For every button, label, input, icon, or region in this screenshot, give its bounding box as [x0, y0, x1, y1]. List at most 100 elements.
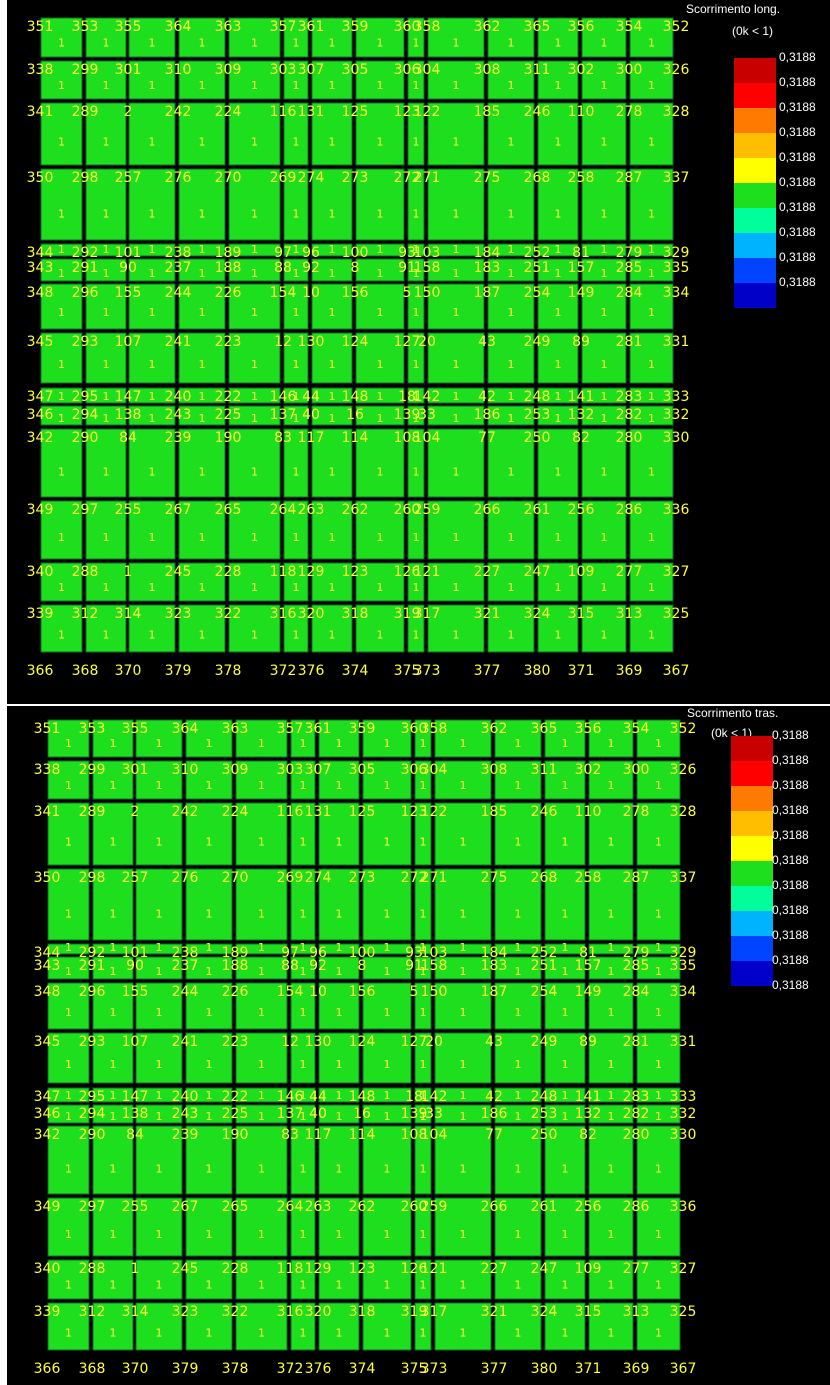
mesh-element [290, 1302, 316, 1351]
legend-swatch [734, 133, 776, 158]
node-label: 349 [27, 502, 54, 518]
node-label: 272 [394, 170, 421, 186]
node-label: 261 [531, 1199, 558, 1215]
mesh-element [407, 243, 425, 257]
mesh-element [178, 500, 226, 560]
mesh-element [47, 956, 90, 980]
element-value-label: 1 [156, 1228, 163, 1241]
mesh-element [290, 1197, 316, 1257]
mesh-element [588, 719, 634, 758]
node-label: 240 [165, 389, 192, 405]
element-value-label: 1 [420, 779, 427, 792]
element-value-label: 1 [336, 737, 343, 750]
element-value-label: 1 [384, 1058, 391, 1071]
node-label: 378 [215, 663, 242, 679]
node-label: 1 [131, 1261, 140, 1277]
mesh-element [128, 387, 176, 404]
node-label: 375 [401, 1361, 428, 1377]
mesh-element [494, 1125, 542, 1195]
mesh-element [228, 60, 281, 100]
mesh-element [544, 1125, 586, 1195]
node-label: 245 [165, 564, 192, 580]
element-value-label: 1 [206, 941, 213, 954]
mesh-element [235, 1087, 288, 1103]
node-label: 331 [663, 334, 690, 350]
node-label: 318 [342, 606, 369, 622]
node-label: 125 [342, 104, 369, 120]
mesh-element [135, 982, 183, 1030]
mesh-element [407, 332, 425, 384]
mesh-element [588, 1259, 634, 1300]
legend-swatch [731, 736, 773, 761]
element-value-label: 1 [453, 531, 460, 544]
node-label: 225 [222, 1106, 249, 1122]
node-label: 291 [79, 958, 106, 974]
element-value-label: 1 [453, 628, 460, 641]
element-value-label: 1 [65, 1006, 72, 1019]
mesh-element [629, 168, 674, 241]
element-value-label: 1 [300, 1089, 307, 1102]
mesh-element [629, 604, 674, 653]
node-label: 275 [474, 170, 501, 186]
element-value-label: 1 [251, 581, 258, 594]
mesh-element [434, 802, 492, 866]
element-value-label: 1 [103, 36, 110, 49]
element-value-label: 1 [413, 79, 420, 92]
mesh-element [283, 168, 309, 241]
mesh-element [311, 258, 353, 282]
element-value-label: 1 [58, 136, 65, 149]
element-value-label: 1 [508, 306, 515, 319]
element-value-label: 1 [258, 1326, 265, 1339]
node-label: 184 [474, 245, 501, 261]
mesh-element [362, 1259, 412, 1300]
node-label: 298 [79, 870, 106, 886]
element-value-label: 1 [555, 79, 562, 92]
mesh-element [92, 719, 134, 758]
element-value-label: 1 [420, 1326, 427, 1339]
element-value-label: 1 [460, 1089, 467, 1102]
element-value-label: 1 [648, 79, 655, 92]
node-label: 308 [474, 62, 501, 78]
mesh-element [178, 243, 226, 257]
mesh-element [581, 258, 627, 282]
element-value-label: 1 [156, 1326, 163, 1339]
node-label: 313 [623, 1304, 650, 1320]
mesh-element [427, 387, 485, 404]
node-label: 158 [414, 260, 441, 276]
node-label: 97 [274, 245, 292, 261]
node-label: 282 [616, 407, 643, 423]
mesh-element [427, 102, 485, 166]
element-value-label: 1 [156, 1110, 163, 1123]
mesh-element [355, 332, 405, 384]
node-label: 295 [79, 1089, 106, 1105]
mesh-element [355, 102, 405, 166]
node-label: 314 [122, 1304, 149, 1320]
mesh-element [47, 982, 90, 1030]
mesh-element [178, 332, 226, 384]
node-label: 126 [394, 564, 421, 580]
mesh-element [185, 760, 233, 800]
element-value-label: 1 [562, 779, 569, 792]
element-value-label: 1 [562, 1278, 569, 1291]
node-label: 279 [623, 945, 650, 961]
node-label: 266 [481, 1199, 508, 1215]
mesh-element [47, 1087, 90, 1103]
mesh-element [178, 283, 226, 330]
element-value-label: 1 [555, 267, 562, 280]
node-label: 123 [342, 564, 369, 580]
mesh-element [544, 956, 586, 980]
mesh-element [40, 243, 83, 257]
node-label: 276 [172, 870, 199, 886]
node-label: 307 [298, 62, 325, 78]
mesh-element [434, 956, 492, 980]
node-label: 259 [421, 1199, 448, 1215]
element-value-label: 1 [65, 1278, 72, 1291]
element-value-label: 1 [258, 1110, 265, 1123]
element-value-label: 1 [601, 36, 608, 49]
node-label: 358 [414, 19, 441, 35]
node-label: 131 [298, 104, 325, 120]
element-value-label: 1 [655, 737, 662, 750]
node-label: 258 [575, 870, 602, 886]
node-label: 189 [215, 245, 242, 261]
